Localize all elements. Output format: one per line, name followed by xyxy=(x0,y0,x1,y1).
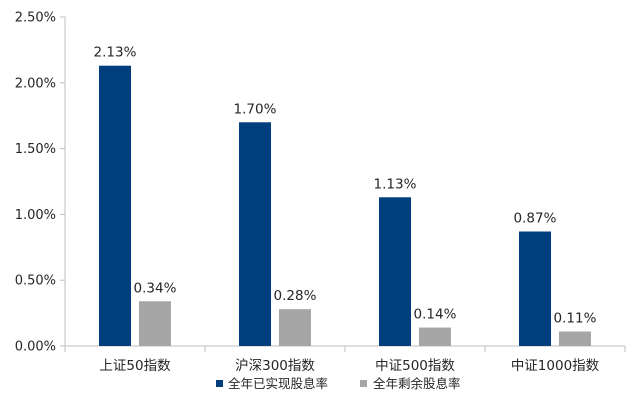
data-label: 0.87% xyxy=(514,211,557,227)
y-tick-label: 0.00% xyxy=(15,340,56,355)
x-category-label: 中证500指数 xyxy=(375,358,455,374)
data-label: 0.14% xyxy=(414,307,457,323)
x-category-label: 上证50指数 xyxy=(99,358,171,374)
bar-realized-1 xyxy=(99,65,131,346)
legend-label: 全年已实现股息率 xyxy=(228,376,328,391)
legend-swatch xyxy=(360,380,367,387)
bar-realized-4 xyxy=(519,231,551,346)
y-tick-label: 0.50% xyxy=(15,274,56,289)
legend: 全年已实现股息率 全年剩余股息率 xyxy=(216,376,461,391)
bars xyxy=(99,65,591,346)
bar-remaining-4 xyxy=(559,331,591,346)
data-label: 0.11% xyxy=(554,311,597,327)
bar-remaining-3 xyxy=(419,327,451,346)
y-tick-label: 2.50% xyxy=(15,11,56,26)
y-axis: 0.00% 0.50% 1.00% 1.50% 2.00% 2.50% xyxy=(15,11,66,355)
y-tick-label: 1.50% xyxy=(15,142,56,157)
data-labels: 2.13% 0.34% 1.70% 0.28% 1.13% 0.14% 0.87% 0.11% xyxy=(94,45,597,327)
x-axis: 上证50指数 沪深300指数 中证500指数 中证1000指数 xyxy=(64,345,626,374)
legend-label: 全年剩余股息率 xyxy=(373,376,461,391)
data-label: 1.13% xyxy=(374,176,417,192)
data-label: 2.13% xyxy=(94,45,137,61)
data-label: 0.34% xyxy=(134,280,177,296)
bar-realized-3 xyxy=(379,197,411,346)
y-tick-label: 1.00% xyxy=(15,208,56,223)
y-tick-label: 2.00% xyxy=(15,76,56,91)
bar-remaining-1 xyxy=(139,301,171,346)
data-label: 1.70% xyxy=(234,101,277,117)
bar-realized-2 xyxy=(239,122,271,346)
bar-remaining-2 xyxy=(279,309,311,346)
legend-swatch xyxy=(216,380,223,387)
x-category-label: 中证1000指数 xyxy=(511,358,600,374)
data-label: 0.28% xyxy=(274,288,317,304)
x-category-label: 沪深300指数 xyxy=(235,358,315,374)
